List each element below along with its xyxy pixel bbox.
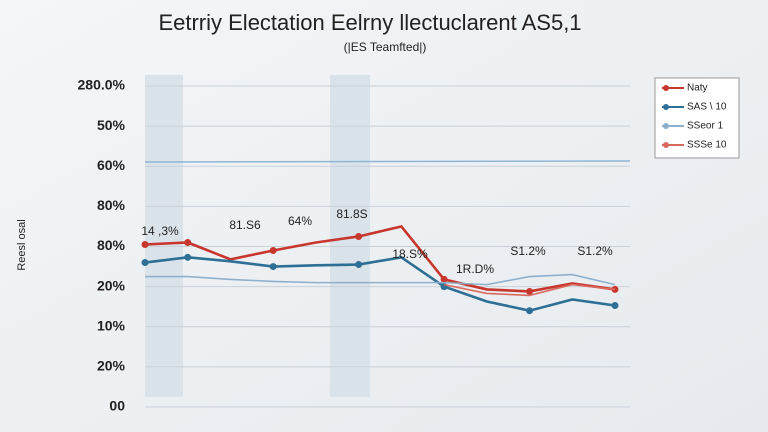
data-annotation: S1.2% bbox=[577, 244, 613, 258]
point bbox=[184, 238, 192, 246]
y-tick-label: 20% bbox=[97, 358, 126, 374]
chart-subtitle: (|ES Teamfted|) bbox=[344, 40, 427, 54]
point bbox=[355, 232, 363, 240]
y-tick-label: 00 bbox=[109, 398, 125, 414]
legend-marker bbox=[663, 85, 669, 91]
legend-marker bbox=[663, 142, 669, 148]
y-axis-label: Reesl osal bbox=[16, 219, 28, 270]
point bbox=[269, 263, 277, 271]
series-line bbox=[443, 283, 616, 297]
y-tick-label: 280.0% bbox=[78, 77, 126, 93]
point bbox=[526, 287, 534, 295]
data-annotation: S1.2% bbox=[510, 244, 546, 258]
point bbox=[141, 259, 149, 267]
legend-label: SSSe 10 bbox=[687, 140, 727, 151]
y-tick-label: 80% bbox=[97, 237, 126, 253]
data-annotation: 64% bbox=[288, 214, 312, 228]
data-annotation: 81.8S bbox=[336, 207, 367, 221]
legend-marker bbox=[663, 104, 669, 110]
point bbox=[611, 301, 619, 309]
point bbox=[269, 247, 277, 255]
data-annotation: 18.S% bbox=[392, 247, 428, 261]
point bbox=[526, 307, 534, 315]
y-tick-label: 50% bbox=[97, 117, 126, 133]
point bbox=[355, 261, 363, 269]
series-line bbox=[144, 224, 616, 293]
y-tick-label: 60% bbox=[97, 157, 126, 173]
y-tick-label: 20% bbox=[97, 277, 126, 293]
data-annotation: 81.S6 bbox=[229, 218, 261, 232]
legend-label: Naty bbox=[687, 83, 708, 94]
chart-title: Eetrriy Electation Eelrny llectuclarent … bbox=[158, 10, 581, 35]
data-annotation: 1R.D% bbox=[456, 262, 494, 276]
point bbox=[440, 283, 448, 291]
legend-marker bbox=[663, 123, 669, 129]
legend-label: SAS \ 10 bbox=[687, 102, 727, 113]
series-line bbox=[145, 273, 616, 286]
legend-label: SSeor 1 bbox=[687, 121, 724, 132]
highlight-band bbox=[145, 75, 183, 397]
reference-line bbox=[144, 160, 631, 163]
y-tick-label: 10% bbox=[97, 317, 126, 333]
series-line bbox=[144, 255, 616, 313]
point bbox=[440, 275, 448, 283]
data-annotation: 14 ,3% bbox=[141, 224, 179, 238]
point bbox=[141, 240, 149, 248]
point bbox=[184, 253, 192, 261]
y-tick-label: 80% bbox=[97, 197, 126, 213]
